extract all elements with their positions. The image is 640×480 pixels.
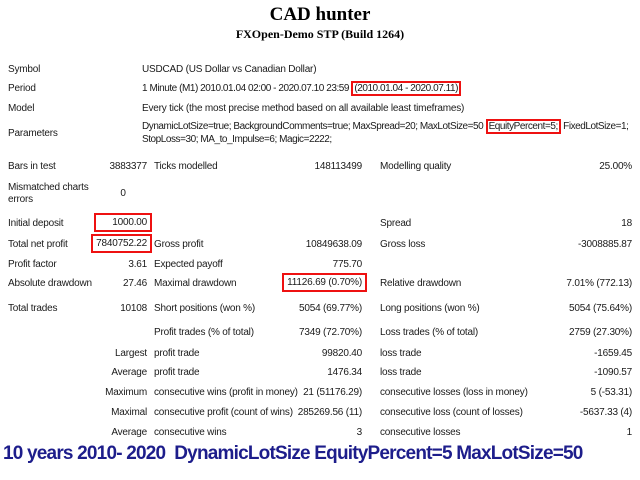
- gross-profit-label: Gross profit: [154, 239, 204, 250]
- average-consecutive-wins-value: 3: [356, 427, 363, 438]
- symbol-value: USDCAD (US Dollar vs Canadian Dollar): [142, 64, 317, 75]
- gross-loss-value: -3008885.87: [578, 239, 632, 250]
- report-title: CAD hunter: [269, 4, 371, 25]
- total-trades-value: 10108: [120, 303, 147, 314]
- annotation-caption: 10 years 2010- 2020 DynamicLotSize Equit…: [3, 443, 583, 464]
- modelling-quality-label: Modelling quality: [380, 161, 452, 172]
- symbol-label: Symbol: [8, 64, 41, 75]
- average-loss-value: -1090.57: [594, 367, 632, 378]
- bars-in-test-label: Bars in test: [8, 161, 56, 172]
- parameters-line2: StopLoss=30; MA_to_Impulse=6; Magic=2222…: [142, 134, 332, 145]
- mismatched-label-line2: errors: [8, 194, 33, 205]
- average-loss-label: loss trade: [380, 367, 422, 378]
- row-average-consecutive: Average consecutive wins 3 consecutive l…: [8, 426, 632, 439]
- maximal-drawdown-label: Maximal drawdown: [154, 278, 237, 289]
- largest-profit-label: profit trade: [154, 348, 200, 359]
- maximal-prefix: Maximal: [111, 407, 147, 418]
- average-profit-label: profit trade: [154, 367, 200, 378]
- parameters-label: Parameters: [8, 128, 58, 139]
- maximum-prefix: Maximum: [105, 387, 147, 398]
- average-consecutive-wins-label: consecutive wins: [154, 427, 227, 438]
- row-symbol: Symbol USDCAD (US Dollar vs Canadian Dol…: [8, 63, 632, 76]
- total-net-profit-value-highlight-box: 7840752.22: [91, 234, 152, 253]
- ticks-modelled-label: Ticks modelled: [154, 161, 218, 172]
- row-drawdown: Absolute drawdown 27.46 Maximal drawdown…: [8, 273, 632, 292]
- loss-trades-label: Loss trades (% of total): [380, 327, 479, 338]
- maximal-profit-value: 285269.56 (11): [297, 407, 362, 418]
- relative-drawdown-label: Relative drawdown: [380, 278, 462, 289]
- row-period: Period 1 Minute (M1) 2010.01.04 02:00 - …: [8, 81, 632, 96]
- row-average-trade: Average profit trade 1476.34 loss trade …: [8, 366, 632, 379]
- maximum-wins-value: 21 (51176.29): [303, 387, 362, 398]
- profit-factor-label: Profit factor: [8, 259, 57, 270]
- model-value: Every tick (the most precise method base…: [142, 103, 465, 114]
- row-profit-factor: Profit factor 3.61 Expected payoff 775.7…: [8, 258, 632, 271]
- maximum-losses-label: consecutive losses (loss in money): [380, 387, 528, 398]
- mismatched-value: 0: [120, 188, 126, 199]
- parameters-highlight-box: EquityPercent=5;: [485, 119, 561, 134]
- initial-deposit-label: Initial deposit: [8, 218, 64, 229]
- row-profit-loss-trades: Profit trades (% of total) 7349 (72.70%)…: [8, 326, 632, 339]
- period-label: Period: [8, 83, 36, 94]
- gross-loss-label: Gross loss: [380, 239, 426, 250]
- row-largest-trade: Largest profit trade 99820.40 loss trade…: [8, 347, 632, 360]
- expected-payoff-label: Expected payoff: [154, 259, 223, 270]
- absolute-drawdown-label: Absolute drawdown: [8, 278, 92, 289]
- long-positions-value: 5054 (75.64%): [568, 303, 632, 314]
- row-bars-in-test: Bars in test 3883377 Ticks modelled 1481…: [8, 160, 632, 173]
- short-positions-label: Short positions (won %): [154, 303, 256, 314]
- relative-drawdown-value: 7.01% (772.13): [566, 278, 632, 289]
- profit-trades-label: Profit trades (% of total): [154, 327, 254, 338]
- largest-prefix: Largest: [115, 348, 147, 359]
- largest-profit-value: 99820.40: [321, 348, 362, 359]
- long-positions-label: Long positions (won %): [380, 303, 480, 314]
- initial-deposit-value-highlight-box: 1000.00: [94, 213, 152, 232]
- period-value: 1 Minute (M1) 2010.01.04 02:00 - 2020.07…: [142, 81, 461, 96]
- parameters-post: FixedLotSize=1;: [560, 121, 629, 132]
- row-mismatched-charts-errors: Mismatched charts errors 0: [8, 181, 632, 206]
- average-consecutive-prefix: Average: [111, 427, 147, 438]
- maximum-losses-value: 5 (-53.31): [590, 387, 633, 398]
- mismatched-label-line1: Mismatched charts: [8, 182, 89, 193]
- average-consecutive-losses-label: consecutive losses: [380, 427, 461, 438]
- total-net-profit-label: Total net profit: [8, 239, 68, 250]
- spread-label: Spread: [380, 218, 412, 229]
- maximal-loss-value: -5637.33 (4): [579, 407, 632, 418]
- row-parameters: Parameters DynamicLotSize=true; Backgrou…: [8, 119, 632, 146]
- average-consecutive-losses-value: 1: [626, 427, 633, 438]
- modelling-quality-value: 25.00%: [599, 161, 632, 172]
- maximum-wins-label: consecutive wins (profit in money): [154, 387, 298, 398]
- report-subtitle: FXOpen-Demo STP (Build 1264): [235, 27, 405, 41]
- model-label: Model: [8, 103, 35, 114]
- maximal-profit-label: consecutive profit (count of wins): [154, 407, 293, 418]
- gross-profit-value: 10849638.09: [305, 239, 362, 250]
- row-model: Model Every tick (the most precise metho…: [8, 102, 632, 115]
- parameters-pre: DynamicLotSize=true; BackgroundComments=…: [142, 121, 486, 132]
- largest-loss-value: -1659.45: [594, 348, 632, 359]
- row-total-net-profit: Total net profit 7840752.22 Gross profit…: [8, 234, 632, 253]
- maximal-drawdown-value-highlight-box: 11126.69 (0.70%): [282, 273, 367, 292]
- total-trades-label: Total trades: [8, 303, 58, 314]
- largest-loss-label: loss trade: [380, 348, 422, 359]
- profit-factor-value: 3.61: [128, 259, 147, 270]
- short-positions-value: 5054 (69.77%): [298, 303, 362, 314]
- ticks-modelled-value: 148113499: [314, 161, 362, 172]
- period-highlight-box: (2010.01.04 - 2020.07.11): [351, 81, 461, 96]
- profit-trades-value: 7349 (72.70%): [298, 327, 362, 338]
- spread-value: 18: [621, 218, 632, 229]
- loss-trades-value: 2759 (27.30%): [568, 327, 632, 338]
- row-initial-deposit: Initial deposit 1000.00 Spread 18: [8, 213, 632, 232]
- period-value-main: 1 Minute (M1) 2010.01.04 02:00 - 2020.07…: [142, 83, 352, 94]
- average-profit-value: 1476.34: [327, 367, 362, 378]
- row-maximum-consecutive: Maximum consecutive wins (profit in mone…: [8, 386, 632, 399]
- maximal-loss-label: consecutive loss (count of losses): [380, 407, 523, 418]
- expected-payoff-value: 775.70: [332, 259, 363, 270]
- row-total-trades: Total trades 10108 Short positions (won …: [8, 302, 632, 315]
- average-prefix: Average: [111, 367, 147, 378]
- bars-in-test-value: 3883377: [109, 161, 147, 172]
- parameters-line1: DynamicLotSize=true; BackgroundComments=…: [142, 119, 629, 134]
- row-maximal-consecutive: Maximal consecutive profit (count of win…: [8, 406, 632, 419]
- absolute-drawdown-value: 27.46: [122, 278, 147, 289]
